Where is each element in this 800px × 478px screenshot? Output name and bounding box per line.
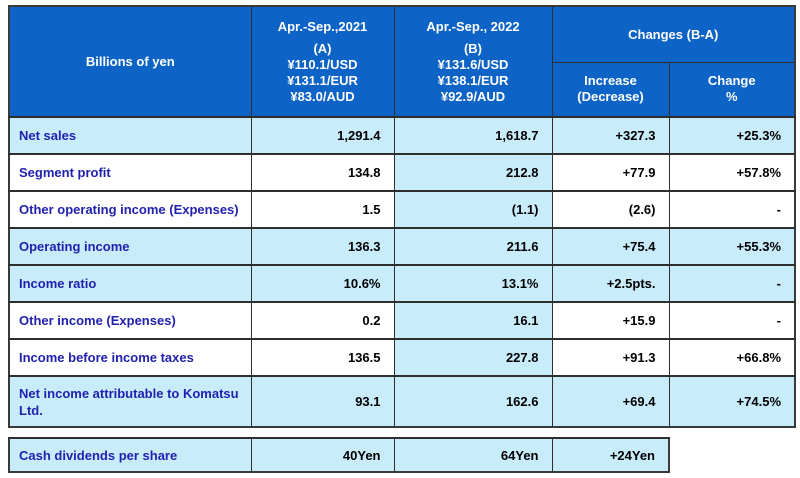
row-label: Segment profit	[8, 153, 252, 192]
row-label: Other income (Expenses)	[8, 301, 252, 340]
increase-header-cell: Increase (Decrease)	[551, 61, 670, 118]
changes-header-cell: Changes (B-A)	[551, 5, 796, 63]
row-label: Income ratio	[8, 264, 252, 303]
value-2022: 13.1%	[393, 264, 553, 303]
value-2022: 64Yen	[393, 437, 553, 473]
period-b-usd-rate: ¥131.6/USD	[437, 56, 509, 72]
change-pct-header-cell: Change %	[668, 61, 796, 118]
value-increase: +77.9	[551, 153, 670, 192]
value-increase: (2.6)	[551, 190, 670, 229]
row-label: Net income attributable to Komatsu Ltd.	[8, 375, 252, 428]
change-pct-label-line2: %	[725, 89, 738, 105]
period-a-title: Apr.-Sep.,2021	[277, 18, 368, 34]
value-increase: +24Yen	[551, 437, 670, 473]
period-a-header-cell: Apr.-Sep.,2021 (A) ¥110.1/USD ¥131.1/EUR…	[250, 5, 395, 118]
period-b-title: Apr.-Sep., 2022	[426, 18, 520, 34]
period-b-sub: (B)	[463, 40, 483, 56]
value-2021: 40Yen	[250, 437, 395, 473]
period-a-usd-rate: ¥110.1/USD	[287, 56, 358, 72]
period-a-aud-rate: ¥83.0/AUD	[290, 88, 355, 104]
changes-title: Changes (B-A)	[628, 26, 719, 42]
value-change-pct: -	[668, 301, 796, 340]
value-2021: 93.1	[250, 375, 395, 428]
table-row-other-operating-income: Other operating income (Expenses) 1.5 (1…	[8, 190, 796, 229]
value-increase: +69.4	[551, 375, 670, 428]
financial-results-table: Billions of yen Apr.-Sep.,2021 (A) ¥110.…	[8, 5, 796, 428]
value-increase: +15.9	[551, 301, 670, 340]
value-increase: +327.3	[551, 116, 670, 155]
value-change-pct: -	[668, 264, 796, 303]
value-increase: +91.3	[551, 338, 670, 377]
value-change-pct: +25.3%	[668, 116, 796, 155]
value-2021: 1.5	[250, 190, 395, 229]
row-label: Cash dividends per share	[8, 437, 252, 473]
value-2022: 211.6	[393, 227, 553, 266]
value-change-pct: +55.3%	[668, 227, 796, 266]
value-2021: 10.6%	[250, 264, 395, 303]
value-change-pct: +66.8%	[668, 338, 796, 377]
cash-dividends-table: Cash dividends per share 40Yen 64Yen +24…	[8, 437, 670, 473]
value-2022: 227.8	[393, 338, 553, 377]
table-row-cash-dividends: Cash dividends per share 40Yen 64Yen +24…	[8, 437, 670, 473]
period-b-header-cell: Apr.-Sep., 2022 (B) ¥131.6/USD ¥138.1/EU…	[393, 5, 553, 118]
value-2021: 134.8	[250, 153, 395, 192]
period-a-eur-rate: ¥131.1/EUR	[287, 72, 358, 88]
table-row-other-income: Other income (Expenses) 0.2 16.1 +15.9 -	[8, 301, 796, 340]
value-change-pct: +74.5%	[668, 375, 796, 428]
value-change-pct: -	[668, 190, 796, 229]
value-2021: 136.3	[250, 227, 395, 266]
value-2022: 162.6	[393, 375, 553, 428]
period-b-eur-rate: ¥138.1/EUR	[437, 72, 509, 88]
value-2022: 16.1	[393, 301, 553, 340]
unit-label: Billions of yen	[85, 54, 175, 69]
increase-label-line2: (Decrease)	[577, 89, 644, 105]
table-row-net-income: Net income attributable to Komatsu Ltd. …	[8, 375, 796, 428]
value-2021: 0.2	[250, 301, 395, 340]
value-2022: 1,618.7	[393, 116, 553, 155]
value-2021: 1,291.4	[250, 116, 395, 155]
table-row-income-before-taxes: Income before income taxes 136.5 227.8 +…	[8, 338, 796, 377]
value-2022: (1.1)	[393, 190, 553, 229]
value-increase: +2.5pts.	[551, 264, 670, 303]
value-2022: 212.8	[393, 153, 553, 192]
table-row-operating-income: Operating income 136.3 211.6 +75.4 +55.3…	[8, 227, 796, 266]
increase-label-line1: Increase	[584, 73, 637, 89]
unit-header-cell: Billions of yen	[8, 5, 252, 118]
period-a-sub: (A)	[313, 40, 332, 56]
value-increase: +75.4	[551, 227, 670, 266]
row-label: Operating income	[8, 227, 252, 266]
table-row-segment-profit: Segment profit 134.8 212.8 +77.9 +57.8%	[8, 153, 796, 192]
row-label: Other operating income (Expenses)	[8, 190, 252, 229]
value-2021: 136.5	[250, 338, 395, 377]
row-label: Income before income taxes	[8, 338, 252, 377]
change-pct-label-line1: Change	[707, 73, 756, 89]
table-row-net-sales: Net sales 1,291.4 1,618.7 +327.3 +25.3%	[8, 116, 796, 155]
period-b-aud-rate: ¥92.9/AUD	[440, 88, 506, 104]
row-label: Net sales	[8, 116, 252, 155]
table-row-income-ratio: Income ratio 10.6% 13.1% +2.5pts. -	[8, 264, 796, 303]
value-change-pct: +57.8%	[668, 153, 796, 192]
